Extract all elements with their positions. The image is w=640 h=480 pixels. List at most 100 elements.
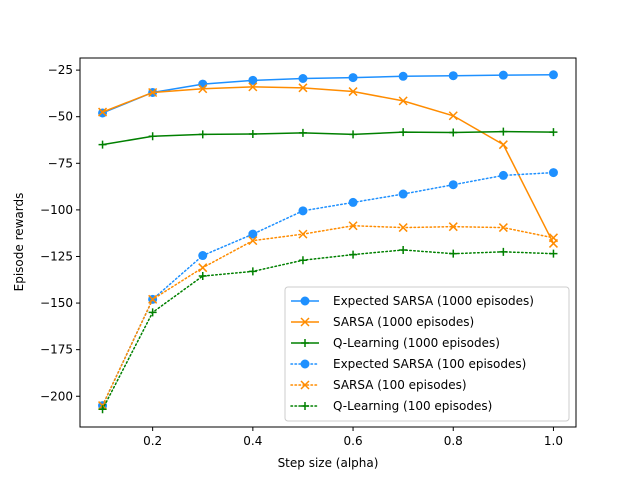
legend-marker	[301, 339, 309, 347]
series-layer	[98, 70, 558, 414]
data-point	[448, 111, 458, 121]
data-point	[248, 236, 258, 246]
data-point	[398, 189, 408, 199]
legend-marker	[300, 380, 310, 390]
data-point	[398, 96, 408, 106]
data-point	[198, 84, 208, 94]
series-line	[102, 86, 555, 244]
data-point	[548, 168, 558, 178]
data-point	[498, 170, 508, 180]
y-tick-label: −50	[48, 110, 73, 124]
legend-marker	[300, 296, 310, 306]
data-point	[549, 128, 558, 137]
data-point	[248, 130, 257, 139]
legend-item: Expected SARSA (1000 episodes)	[291, 294, 534, 308]
series-2	[98, 127, 558, 149]
data-point	[98, 405, 107, 414]
plot-frame	[79, 57, 577, 428]
x-tick-label: 0.2	[143, 434, 162, 448]
data-point	[298, 206, 308, 216]
data-point	[449, 128, 458, 137]
data-point	[298, 256, 307, 265]
data-point	[198, 272, 207, 281]
series-1	[98, 82, 558, 248]
series-line	[101, 249, 555, 411]
data-point	[448, 222, 458, 232]
data-point	[499, 247, 508, 256]
series-line	[102, 130, 554, 146]
legend-item: Q-Learning (1000 episodes)	[291, 336, 500, 350]
y-tick-label: −200	[40, 389, 73, 403]
y-axis-label: Episode rewards	[12, 193, 26, 292]
x-tick-label: 0.8	[444, 434, 463, 448]
data-point	[198, 263, 208, 273]
data-point	[148, 308, 157, 317]
legend-item: SARSA (100 episodes)	[290, 378, 467, 392]
data-point	[349, 250, 358, 259]
data-point	[148, 132, 157, 141]
data-point	[349, 130, 358, 139]
legend-label: Expected SARSA (1000 episodes)	[333, 294, 534, 308]
legend-item: Q-Learning (100 episodes)	[290, 399, 492, 413]
data-point	[298, 74, 308, 83]
legend-label: Q-Learning (100 episodes)	[333, 399, 492, 413]
data-point	[498, 70, 508, 80]
series-line	[101, 171, 555, 407]
data-point	[348, 87, 358, 97]
legend: Expected SARSA (1000 episodes) SARSA (100…	[284, 286, 570, 422]
data-point	[298, 229, 308, 239]
data-point	[348, 197, 358, 207]
data-point	[348, 221, 358, 231]
data-point	[549, 249, 558, 258]
data-point	[398, 71, 408, 81]
data-point	[449, 249, 458, 258]
data-point	[448, 71, 458, 81]
legend-label: Q-Learning (1000 episodes)	[333, 336, 500, 350]
data-point	[148, 294, 158, 304]
data-point	[248, 82, 258, 92]
data-point	[298, 83, 308, 93]
y-tick-label: −175	[40, 343, 73, 357]
x-tick-label: 0.4	[243, 434, 262, 448]
legend-item: SARSA (1000 episodes)	[291, 315, 474, 329]
series-line	[102, 74, 554, 114]
data-point	[498, 223, 508, 233]
y-tick-label: −125	[40, 249, 73, 263]
data-point	[548, 233, 558, 243]
data-point	[148, 87, 158, 98]
data-point	[248, 75, 258, 85]
data-point	[498, 140, 508, 150]
y-tick-label: −25	[48, 63, 73, 77]
data-point	[399, 128, 408, 137]
y-axis: −200 −175 −150 −125 −100 −75 −50 −25	[40, 63, 80, 403]
data-point	[248, 267, 257, 276]
legend-marker	[300, 359, 310, 369]
legend-marker	[301, 402, 309, 410]
data-point	[198, 251, 208, 261]
data-point	[98, 140, 107, 149]
data-point	[448, 180, 458, 190]
series-line	[101, 224, 555, 407]
data-point	[198, 130, 207, 139]
legend-marker	[300, 317, 310, 327]
data-point	[298, 128, 307, 137]
data-point	[398, 223, 408, 233]
x-tick-label: 0.6	[344, 434, 363, 448]
legend-label: Expected SARSA (100 episodes)	[333, 357, 526, 371]
data-point	[348, 73, 358, 83]
legend-box	[284, 286, 570, 422]
x-axis-label: Step size (alpha)	[278, 456, 379, 470]
series-4	[98, 221, 558, 411]
legend-item: Expected SARSA (100 episodes)	[290, 357, 526, 371]
y-tick-label: −100	[40, 203, 73, 217]
data-point	[548, 70, 558, 80]
legend-label: SARSA (1000 episodes)	[333, 315, 474, 329]
x-axis: 0.2 0.4 0.6 0.8 1.0	[143, 427, 563, 448]
data-point	[248, 229, 258, 239]
x-tick-label: 1.0	[544, 434, 563, 448]
y-tick-label: −75	[48, 156, 73, 170]
data-point	[98, 107, 108, 117]
data-point	[399, 245, 408, 254]
series-5	[98, 245, 558, 414]
